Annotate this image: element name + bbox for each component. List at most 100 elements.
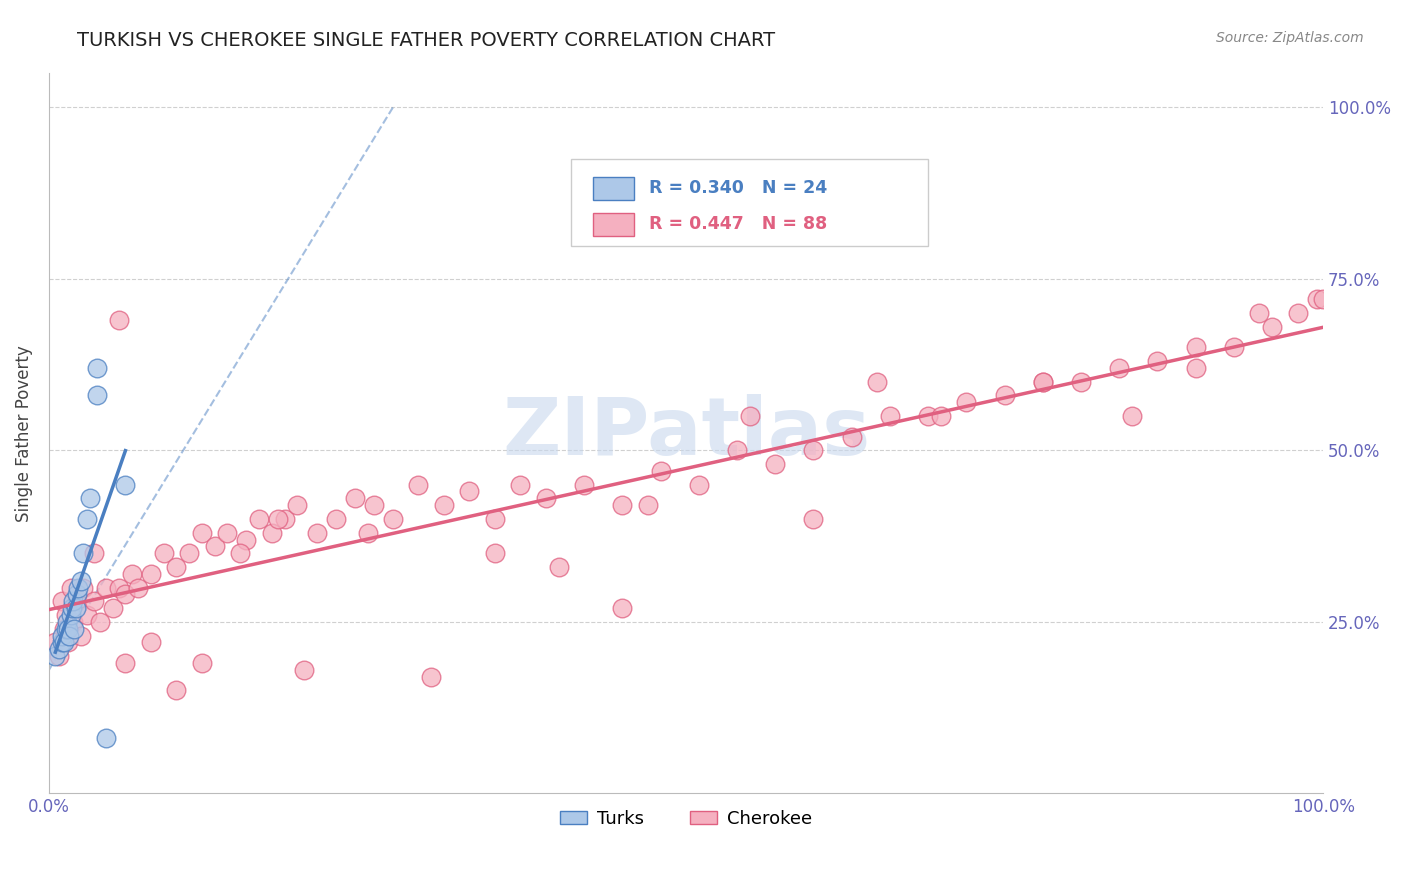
Point	[929, 409, 952, 423]
Point	[191, 656, 214, 670]
Point	[66, 587, 89, 601]
Point	[260, 525, 283, 540]
Legend: Turks, Cherokee: Turks, Cherokee	[553, 802, 820, 835]
Point	[1306, 293, 1329, 307]
Point	[204, 540, 226, 554]
Point	[738, 409, 761, 423]
Point	[53, 622, 76, 636]
Point	[139, 566, 162, 581]
Point	[72, 546, 94, 560]
Point	[56, 615, 79, 629]
Point	[841, 429, 863, 443]
Point	[547, 560, 569, 574]
Point	[96, 731, 118, 746]
Point	[217, 525, 239, 540]
Point	[56, 635, 79, 649]
Point	[59, 607, 82, 622]
Point	[534, 491, 557, 506]
Point	[408, 477, 430, 491]
Point	[44, 635, 66, 649]
Point	[458, 484, 481, 499]
Y-axis label: Single Father Poverty: Single Father Poverty	[15, 345, 32, 522]
Point	[287, 498, 309, 512]
Point	[612, 498, 634, 512]
Point	[121, 566, 143, 581]
Point	[86, 361, 108, 376]
Point	[72, 581, 94, 595]
Point	[63, 622, 86, 636]
Point	[484, 512, 506, 526]
Point	[48, 649, 70, 664]
FancyBboxPatch shape	[593, 212, 634, 235]
Point	[229, 546, 252, 560]
Point	[62, 615, 84, 629]
Point	[127, 581, 149, 595]
Point	[484, 546, 506, 560]
Point	[51, 629, 73, 643]
Point	[955, 395, 977, 409]
Point	[509, 477, 531, 491]
Text: R = 0.340   N = 24: R = 0.340 N = 24	[650, 179, 827, 197]
Point	[55, 607, 77, 622]
Point	[66, 594, 89, 608]
Point	[89, 615, 111, 629]
Text: ZIPatlas: ZIPatlas	[502, 394, 870, 472]
Text: R = 0.447   N = 88: R = 0.447 N = 88	[650, 215, 827, 233]
Point	[247, 512, 270, 526]
Point	[650, 464, 672, 478]
Point	[114, 656, 136, 670]
Point	[1184, 361, 1206, 376]
Point	[637, 498, 659, 512]
Text: Source: ZipAtlas.com: Source: ZipAtlas.com	[1216, 31, 1364, 45]
Point	[1108, 361, 1130, 376]
Point	[86, 388, 108, 402]
Point	[67, 581, 90, 595]
Point	[165, 683, 187, 698]
Point	[1249, 306, 1271, 320]
Point	[83, 594, 105, 608]
Point	[235, 533, 257, 547]
Point	[1184, 340, 1206, 354]
Point	[917, 409, 939, 423]
Point	[420, 670, 443, 684]
Point	[114, 587, 136, 601]
Point	[108, 313, 131, 327]
Point	[101, 601, 124, 615]
Point	[69, 629, 91, 643]
Point	[1121, 409, 1143, 423]
Point	[763, 457, 786, 471]
Point	[866, 375, 889, 389]
Point	[803, 512, 825, 526]
Point	[58, 629, 80, 643]
Point	[191, 525, 214, 540]
Point	[382, 512, 405, 526]
Point	[1070, 375, 1092, 389]
Point	[1146, 354, 1168, 368]
FancyBboxPatch shape	[571, 160, 928, 246]
Point	[108, 581, 131, 595]
Point	[55, 622, 77, 636]
Text: TURKISH VS CHEROKEE SINGLE FATHER POVERTY CORRELATION CHART: TURKISH VS CHEROKEE SINGLE FATHER POVERT…	[77, 31, 776, 50]
Point	[1032, 375, 1054, 389]
Point	[325, 512, 347, 526]
Point	[139, 635, 162, 649]
Point	[69, 574, 91, 588]
Point	[51, 594, 73, 608]
Point	[688, 477, 710, 491]
Point	[56, 622, 79, 636]
Point	[1032, 375, 1054, 389]
Point	[305, 525, 328, 540]
Point	[803, 443, 825, 458]
Point	[1286, 306, 1309, 320]
Point	[343, 491, 366, 506]
Point	[612, 601, 634, 615]
Point	[65, 601, 87, 615]
Point	[879, 409, 901, 423]
Point	[60, 601, 83, 615]
Point	[76, 607, 98, 622]
Point	[165, 560, 187, 574]
Point	[292, 663, 315, 677]
Point	[51, 635, 73, 649]
Point	[96, 581, 118, 595]
Point	[76, 512, 98, 526]
